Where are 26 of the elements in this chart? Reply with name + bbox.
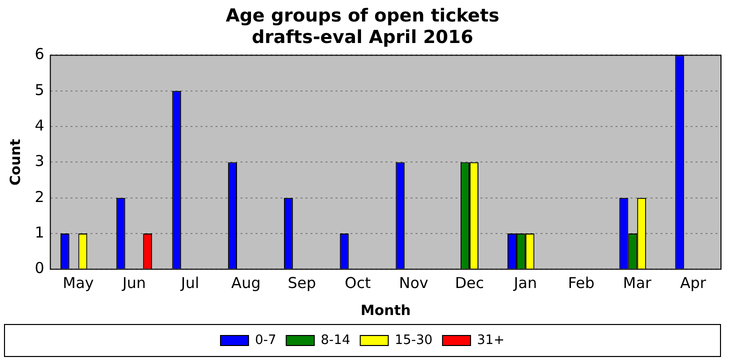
x-tick-label: May [62, 274, 94, 292]
x-tick-label: Apr [680, 274, 707, 292]
x-tick-label: Jun [121, 274, 146, 292]
x-tick-label: Mar [623, 274, 652, 292]
x-tick-label: Aug [231, 274, 261, 292]
y-tick-label: 5 [34, 80, 44, 99]
y-tick-label: 0 [34, 259, 44, 278]
y-tick-label: 1 [34, 223, 44, 242]
x-tick-label: Oct [344, 274, 371, 292]
legend-label: 15-30 [394, 332, 433, 348]
legend-label: 31+ [477, 332, 504, 348]
y-tick-label: 4 [34, 116, 44, 134]
y-tick-label: 2 [34, 188, 44, 206]
x-tick-label: Jan [512, 274, 537, 292]
y-tick-label: 3 [34, 152, 44, 170]
x-axis-title: Month [360, 303, 411, 320]
x-tick-label: Nov [398, 274, 428, 292]
legend-label: 0-7 [255, 332, 276, 348]
x-tick-label: Jul [180, 274, 200, 292]
x-tick-label: Feb [568, 274, 595, 292]
x-tick-label: Dec [454, 274, 484, 292]
y-tick-label: 6 [34, 45, 44, 64]
chart-title: Age groups of open tickets drafts-eval April 2016 [226, 5, 500, 48]
y-axis-title: Count [8, 138, 24, 186]
x-tick-label: Sep [288, 274, 316, 292]
legend-label: 8-14 [320, 332, 350, 348]
